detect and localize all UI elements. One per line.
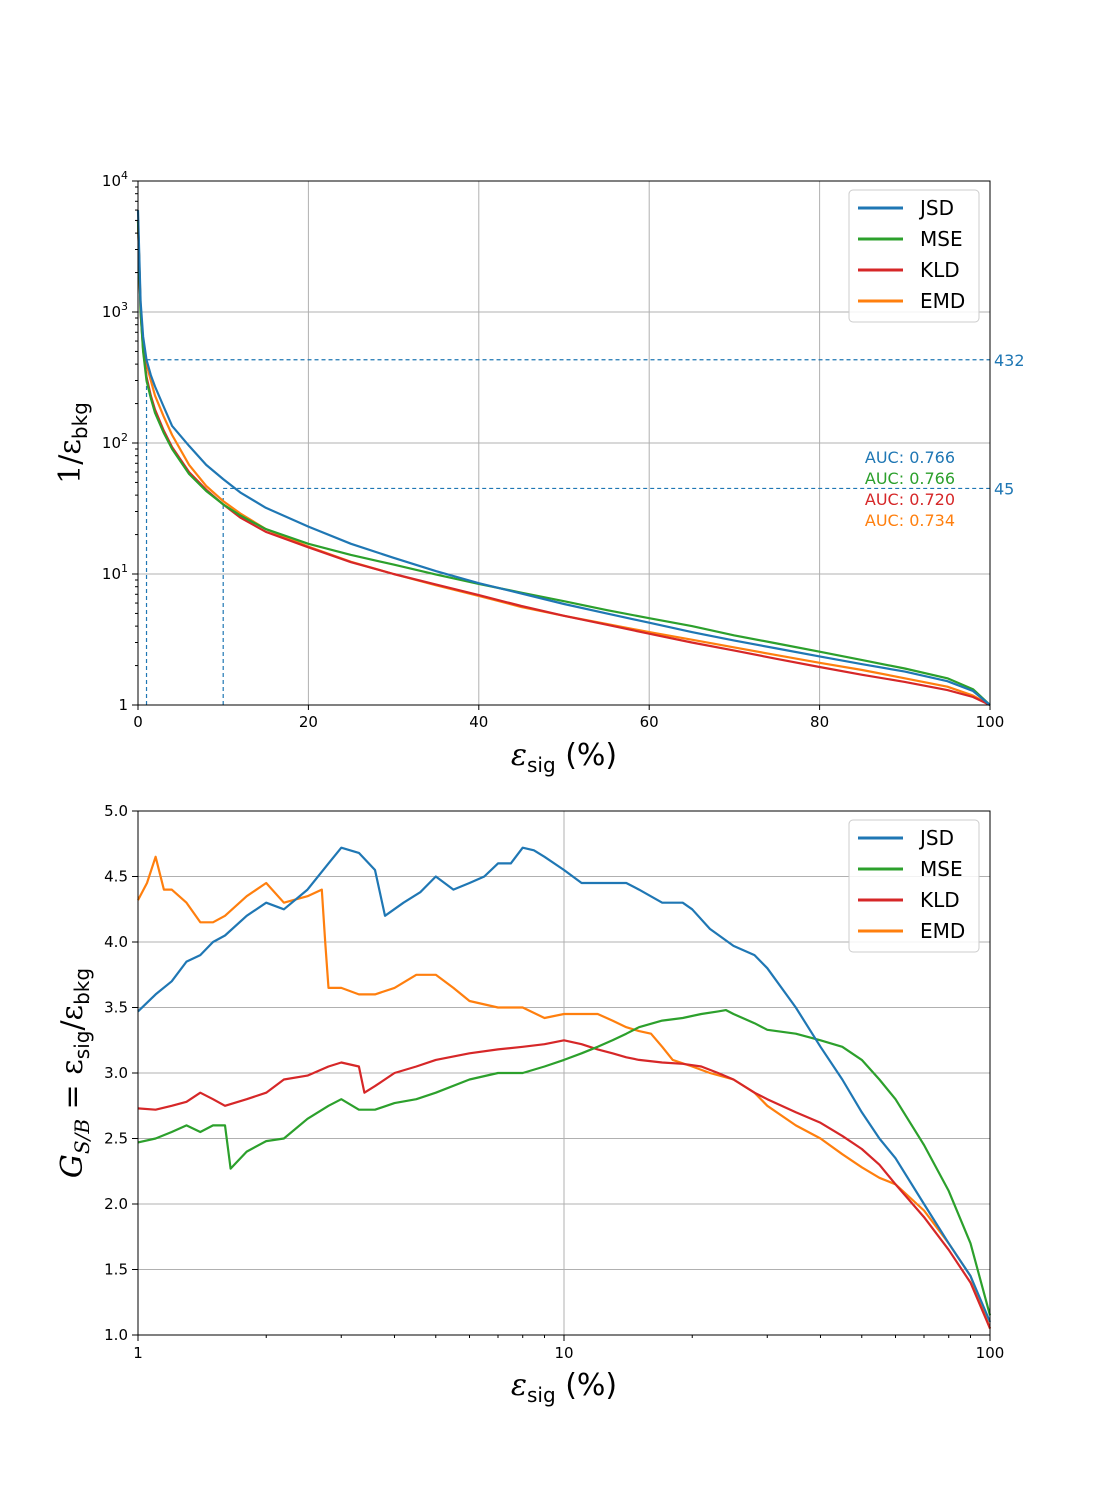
top-y-ticks: 1 101 102 103 104: [102, 169, 138, 714]
top-legend-label-jsd: JSD: [918, 196, 954, 220]
bottom-legend-label-mse: MSE: [920, 857, 963, 881]
bottom-ytick-label: 4.5: [104, 868, 128, 886]
bottom-series-line-kld: [137, 1039, 992, 1329]
bottom-xtick-label: 100: [976, 1344, 1005, 1362]
top-legend: JSD MSE KLD EMD: [848, 189, 980, 323]
bottom-xtick-label: 1: [133, 1344, 143, 1362]
top-ytick-label: 102: [102, 431, 128, 452]
top-y-axis-title: 1/εbkg: [53, 402, 92, 484]
bottom-series-line-mse: [137, 1008, 992, 1316]
bottom-legend-box: [848, 819, 980, 953]
top-xtick-label: 100: [976, 713, 1005, 731]
bottom-ytick-label: 3.5: [104, 999, 128, 1017]
top-reference-lines: 432 45: [145, 351, 1025, 705]
bottom-y-axis-title: GS/B = εsig/εbkg: [55, 968, 94, 1178]
auc-label-mse: AUC: 0.766: [865, 469, 955, 488]
bottom-ytick-label: 3.0: [104, 1064, 128, 1082]
bottom-legend-label-jsd: JSD: [918, 826, 954, 850]
bottom-xtick-label: 10: [554, 1344, 573, 1362]
top-ytick-label: 103: [102, 300, 128, 321]
bottom-ytick-label: 2.0: [104, 1195, 128, 1213]
top-legend-box: [848, 189, 980, 323]
bottom-y-ticks: 1.0 1.5 2.0 2.5 3.0 3.5 4.0 4.5 5.0: [104, 802, 138, 1344]
top-xtick-label: 40: [469, 713, 488, 731]
top-xtick-label: 20: [299, 713, 318, 731]
top-x-ticks: 0 20 40 60 80 100: [133, 705, 1004, 731]
top-ytick-label: 101: [102, 562, 128, 583]
auc-label-jsd: AUC: 0.766: [865, 448, 955, 467]
bottom-x-ticks: 1 10 100: [133, 1335, 1004, 1362]
bottom-series-line-jsd: [137, 846, 992, 1323]
auc-label-emd: AUC: 0.734: [865, 511, 955, 530]
top-xtick-label: 60: [640, 713, 659, 731]
top-series-group: [136, 210, 991, 706]
top-roc-plot: 432 45 0 20 40 60 80 100 1 101 102 103 104 AUC: 0.…: [53, 169, 1025, 777]
top-ytick-label: 104: [102, 169, 128, 190]
bottom-series-line-emd: [137, 855, 992, 1329]
bottom-ytick-label: 5.0: [104, 802, 128, 820]
top-xtick-label: 0: [133, 713, 143, 731]
bottom-series-group: [137, 846, 992, 1329]
bottom-ytick-label: 1.0: [104, 1326, 128, 1344]
top-legend-label-mse: MSE: [920, 227, 963, 251]
bottom-ytick-label: 2.5: [104, 1130, 128, 1148]
bottom-legend: JSD MSE KLD EMD: [848, 819, 980, 953]
bottom-ytick-label: 4.0: [104, 933, 128, 951]
top-series-line-mse: [136, 220, 991, 706]
top-xtick-label: 80: [810, 713, 829, 731]
top-legend-label-kld: KLD: [920, 258, 960, 282]
bottom-legend-label-emd: EMD: [920, 919, 965, 943]
top-x-axis-title: εsig (%): [511, 738, 617, 777]
auc-label-kld: AUC: 0.720: [865, 490, 955, 509]
bottom-legend-label-kld: KLD: [920, 888, 960, 912]
reference-label-432: 432: [994, 351, 1025, 370]
reference-label-45: 45: [994, 479, 1014, 498]
bottom-gain-plot: 1 10 100 1.0 1.5 2.0 2.5 3.0 3.5 4.0 4.5 5.0 JSD M…: [55, 802, 1004, 1407]
top-legend-label-emd: EMD: [920, 289, 965, 313]
top-ytick-label: 1: [118, 696, 128, 714]
bottom-x-axis-title: εsig (%): [511, 1368, 617, 1407]
bottom-ytick-label: 1.5: [104, 1261, 128, 1279]
top-series-line-jsd: [136, 210, 991, 706]
